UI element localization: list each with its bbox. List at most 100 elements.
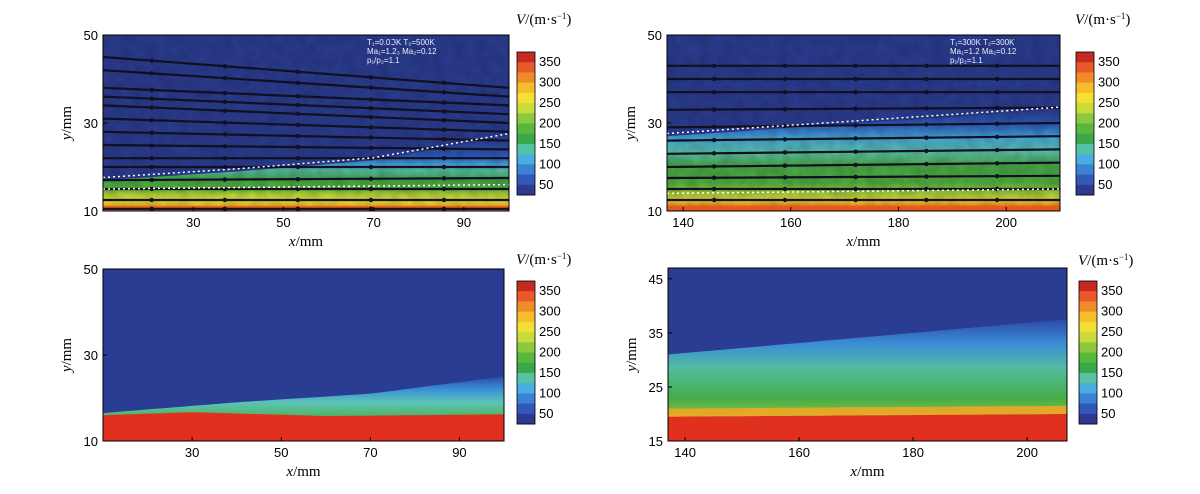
colorbar-tick-label: 200 <box>539 116 561 131</box>
x-tick-label: 70 <box>366 215 380 230</box>
y-axis-var: y <box>624 365 640 374</box>
colorbar-unit: /(m·s <box>1084 12 1116 28</box>
colorbar-segment <box>517 92 535 104</box>
streamline-marker <box>222 99 227 105</box>
colorbar-segment <box>1079 311 1097 323</box>
x-axis-var: x <box>849 464 857 480</box>
colorbar-tick-label: 150 <box>539 365 561 380</box>
y-axis-unit: /mm <box>59 106 75 134</box>
colorbar-segment <box>517 174 535 186</box>
streamline-marker <box>711 63 717 68</box>
streamline-marker <box>711 197 717 203</box>
streamline-marker <box>782 163 788 168</box>
colorbar-tick-label: 250 <box>1098 95 1120 110</box>
streamline-marker <box>853 174 858 180</box>
streamline-marker <box>853 136 858 141</box>
streamline-marker <box>295 156 301 161</box>
streamline-marker <box>149 58 154 63</box>
y-axis-var: y <box>623 133 639 142</box>
streamline-marker <box>994 121 1000 126</box>
streamline-marker <box>295 133 301 139</box>
streamline-marker <box>441 90 447 95</box>
colorbar-tick-label: 350 <box>1101 283 1123 298</box>
colorbar-segment <box>1079 362 1097 374</box>
colorbar-exp: −1 <box>557 11 567 21</box>
streamline-marker <box>222 206 227 211</box>
x-tick-label: 70 <box>363 445 377 460</box>
streamline-marker <box>368 125 374 130</box>
streamline-marker <box>295 144 301 150</box>
y-axis-unit: /mm <box>59 338 75 366</box>
streamline-marker <box>441 156 447 161</box>
streamline-marker <box>924 161 929 167</box>
streamline-marker <box>149 206 154 211</box>
y-axis-label: y/mm <box>59 106 75 143</box>
colorbar-tick-label: 350 <box>539 54 561 69</box>
streamline-marker <box>368 156 374 161</box>
streamline-marker <box>441 136 447 142</box>
colorbar-segment <box>1076 82 1094 94</box>
colorbar-segment <box>517 164 535 176</box>
colorbar-segment <box>517 143 535 155</box>
streamline-marker <box>368 145 374 151</box>
streamline-marker <box>441 127 447 132</box>
streamline-marker <box>782 76 788 82</box>
y-tick-label: 10 <box>648 204 662 219</box>
colorbar-segment <box>1076 52 1094 63</box>
streamline-marker <box>711 76 717 82</box>
colorbar-segment <box>517 413 535 425</box>
streamline-marker <box>924 174 929 179</box>
colorbar-segment <box>1076 72 1094 84</box>
streamline <box>103 55 509 89</box>
x-tick-label: 200 <box>1016 445 1038 460</box>
high-speed-core <box>668 414 1067 441</box>
streamline-marker <box>368 106 374 111</box>
colorbar-tick-label: 300 <box>1101 304 1123 319</box>
colorbar-segment <box>1076 62 1094 73</box>
colorbar-tick-label: 350 <box>1098 54 1120 69</box>
colorbar-tick-label: 100 <box>1098 156 1120 171</box>
colorbar-segment <box>517 321 535 333</box>
colorbar-segment <box>517 154 535 165</box>
x-axis-unit: /mm <box>293 464 321 480</box>
streamline-marker <box>711 107 717 112</box>
colorbar-tick-label: 100 <box>539 156 561 171</box>
streamline-marker <box>368 75 374 80</box>
colorbar-segment <box>1076 113 1094 124</box>
streamline-marker <box>368 85 374 90</box>
colorbar-segment <box>1079 383 1097 394</box>
streamline <box>103 176 509 182</box>
x-tick-label: 30 <box>185 445 199 460</box>
colorbar-tick-label: 100 <box>539 385 561 400</box>
streamline-marker <box>924 106 929 111</box>
streamline-marker <box>711 151 717 156</box>
colorbar-tick-label: 50 <box>1101 406 1115 421</box>
colorbar-segment <box>517 311 535 323</box>
streamline-marker <box>994 105 1000 111</box>
streamline-marker <box>222 177 227 182</box>
streamline-marker <box>782 90 788 95</box>
streamline-marker <box>711 90 717 95</box>
streamline-marker <box>222 197 227 203</box>
streamline-marker <box>924 135 929 140</box>
colorbar-tick-label: 100 <box>1101 385 1123 400</box>
streamline-marker <box>149 96 154 101</box>
parameter-annotation: T₁=0.0ℑK T₂=500K <box>367 38 435 47</box>
colorbar-tick-label: 200 <box>539 345 561 360</box>
colorbar-var: V <box>1078 253 1089 269</box>
streamline-marker <box>368 176 374 181</box>
colorbar-frame <box>1078 280 1098 425</box>
y-axis-label: y/mm <box>624 337 640 374</box>
colorbar-unit: /(m·s <box>525 252 557 268</box>
measurement-noise <box>103 35 509 211</box>
colorbar-segment <box>517 103 535 114</box>
streamline <box>103 69 509 98</box>
colorbar-close: ) <box>566 252 571 268</box>
streamline-marker <box>149 177 154 183</box>
x-tick-label: 160 <box>780 215 802 230</box>
y-axis-label: y/mm <box>623 106 639 143</box>
plot-area <box>667 35 1060 211</box>
parameter-annotation: Ma₁=1.2 Ma₂=0.12 <box>950 47 1017 56</box>
